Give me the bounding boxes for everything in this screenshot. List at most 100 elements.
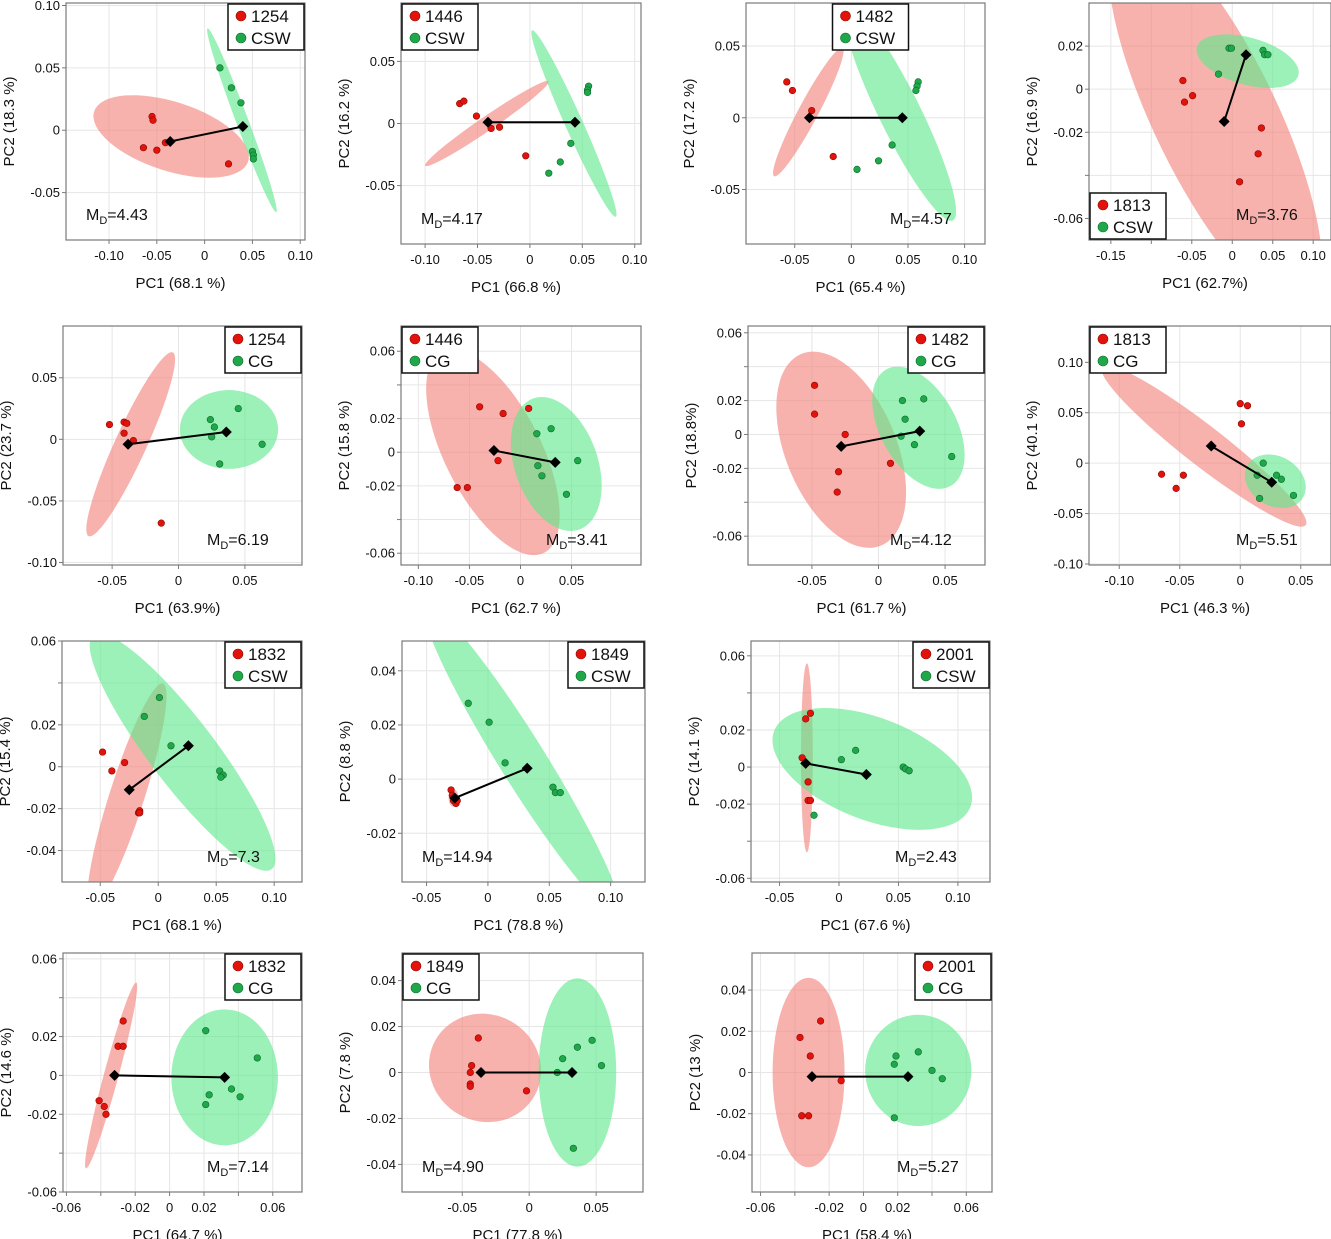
legend-marker-CSW	[920, 670, 932, 682]
legend-label: CSW	[1113, 218, 1153, 237]
y-tick-label: 0.10	[1058, 355, 1083, 370]
data-point-CG	[533, 430, 541, 438]
data-point-1446	[476, 403, 484, 411]
y-tick-label: -0.02	[27, 1107, 57, 1122]
x-tick-label: -0.10	[94, 248, 124, 263]
mahalanobis-distance-label: MD=7.14	[207, 1159, 269, 1179]
x-axis-label: PC1 (65.4 %)	[815, 279, 905, 296]
plot-frame	[747, 325, 986, 566]
centroid-distance-line	[454, 767, 528, 799]
y-tick-label: -0.06	[27, 1185, 57, 1200]
y-tick-label: -0.04	[26, 843, 56, 858]
panel-p2: -0.10 -0.05 0 0.05 0.10 -0.05 0 0.05 PC1 (66.8 %…	[336, 2, 647, 296]
y-tick-label: 0	[738, 760, 745, 775]
y-tick-label: 0	[49, 759, 56, 774]
data-point-CSW	[1227, 44, 1236, 52]
x-tick-label: 0.05	[895, 252, 920, 267]
confidence-ellipse-CSW	[772, 707, 973, 830]
x-tick-label: 0.05	[232, 573, 257, 588]
centroid-marker-CSW	[521, 762, 533, 774]
y-axis-label: PC2 (14.1 %)	[686, 716, 703, 806]
y-axis-label: PC2 (18.8%)	[683, 403, 700, 489]
data-point-2001	[806, 796, 815, 805]
x-tick-label: -0.05	[97, 573, 127, 588]
data-point-2001	[806, 709, 815, 717]
y-tick-label: -0.05	[710, 182, 740, 197]
x-tick-label: 0	[1229, 248, 1236, 263]
legend-marker-CSW	[840, 32, 851, 44]
x-tick-label: 0	[848, 252, 855, 267]
data-point-1482	[841, 430, 849, 439]
data-point-CSW	[810, 811, 818, 819]
plot-frame	[1088, 325, 1331, 566]
legend-marker-CG	[232, 982, 244, 994]
panel-p4: -0.15 -0.05 0 0.05 0.10 -0.06 -0.02 0 0.02 PC1 (6…	[1024, 2, 1331, 292]
data-point-CG	[202, 1100, 210, 1109]
data-point-CG	[202, 1027, 210, 1035]
x-tick-label: 0.10	[288, 248, 313, 263]
data-point-CG	[236, 1093, 244, 1101]
data-point-1813	[1257, 124, 1265, 132]
confidence-ellipse-CG	[865, 1014, 972, 1127]
data-point-CG	[890, 1114, 898, 1122]
data-point-CG	[928, 1066, 936, 1075]
y-axis-label: PC2 (40.1 %)	[1024, 400, 1041, 490]
x-tick-label: -0.10	[1104, 573, 1134, 588]
x-tick-label: 0.05	[559, 573, 584, 588]
legend-label: CSW	[251, 29, 291, 48]
x-tick-label: -0.05	[463, 252, 493, 267]
y-tick-label: -0.10	[27, 555, 57, 570]
centroid-marker-CG	[902, 1071, 914, 1083]
data-point-CG	[910, 441, 919, 449]
y-tick-label: 0.02	[32, 1029, 57, 1044]
y-axis-label: PC2 (18.3 %)	[1, 76, 18, 166]
data-point-CG	[890, 1060, 898, 1068]
legend-marker-1254	[232, 333, 244, 345]
data-point-1832	[102, 1110, 110, 1118]
legend-label: 1832	[248, 957, 286, 976]
y-tick-label: 0	[50, 432, 57, 447]
legend-label: CSW	[856, 29, 896, 48]
x-tick-label: 0	[875, 573, 882, 588]
legend-marker-CG	[410, 982, 422, 994]
data-point-CG	[574, 457, 582, 465]
plot-frame	[750, 640, 991, 883]
data-point-CG	[914, 1048, 922, 1056]
y-tick-label: 0	[389, 1065, 396, 1080]
x-tick-label: 0	[835, 890, 842, 905]
data-point-1254	[153, 146, 161, 154]
y-tick-label: -0.05	[365, 178, 395, 193]
x-tick-label: 0.05	[932, 573, 957, 588]
legend: 1832 CG	[224, 953, 302, 1001]
y-tick-label: -0.05	[27, 493, 57, 508]
y-tick-label: 0.06	[720, 648, 745, 663]
centroid-distance-line	[170, 125, 244, 143]
legend-marker-1446	[409, 333, 421, 345]
centroid-distance-line	[114, 1074, 225, 1079]
y-tick-label: -0.02	[366, 1111, 396, 1126]
x-tick-label: 0	[526, 1200, 533, 1215]
x-tick-label: -0.05	[780, 252, 810, 267]
data-point-1446	[460, 97, 468, 105]
panel-p6: -0.10 -0.05 0 0.05 -0.06 -0.02 0 0.02 0.06 PC1 (6…	[336, 325, 642, 617]
data-point-1254	[149, 116, 157, 124]
confidence-ellipse-2001	[772, 977, 845, 1168]
y-tick-label: 0	[739, 1065, 746, 1080]
panel-p9: -0.05 0 0.05 0.10 -0.04 -0.02 0 0.02 0.06 PC1 (68…	[0, 634, 303, 934]
y-axis-label: PC2 (15.4 %)	[0, 716, 14, 806]
x-tick-label: 0.10	[622, 252, 647, 267]
y-tick-label: 0.10	[35, 0, 60, 13]
data-point-1813	[1235, 178, 1244, 186]
legend-label: 1446	[425, 330, 463, 349]
data-point-CG	[547, 425, 555, 433]
plot-frame	[62, 952, 303, 1193]
x-tick-label: 0	[166, 1200, 173, 1215]
y-tick-label: 0.05	[1058, 405, 1083, 420]
data-point-1482	[810, 410, 819, 418]
x-axis-label: PC1 (64.7 %)	[132, 1227, 222, 1239]
x-tick-label: -0.06	[746, 1200, 776, 1215]
y-tick-label: 0	[389, 772, 396, 787]
legend-marker-1446	[409, 10, 421, 22]
data-point-1482	[886, 459, 895, 467]
y-tick-label: -0.04	[716, 1147, 746, 1162]
